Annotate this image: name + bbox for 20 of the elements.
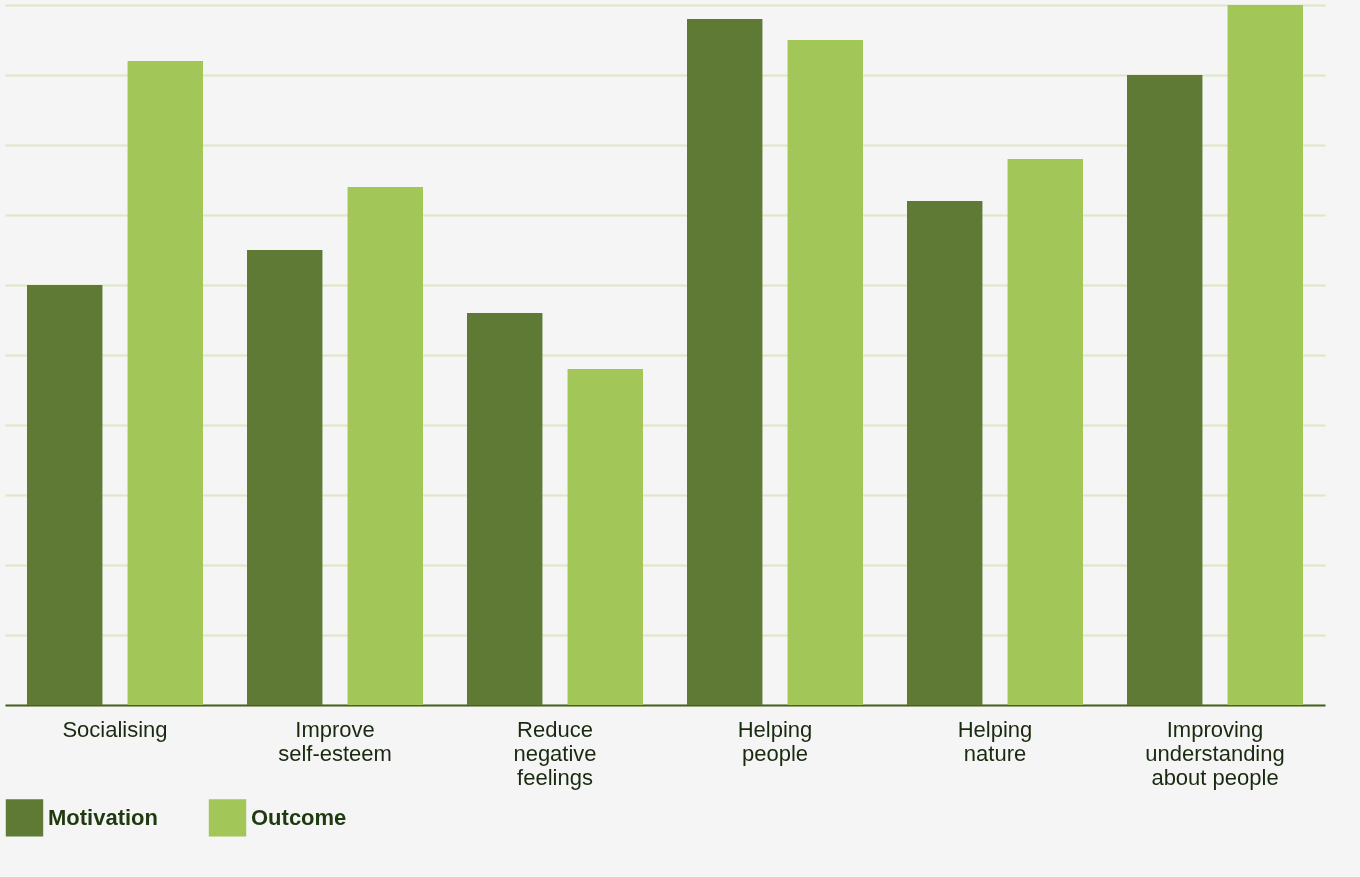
- bar: [907, 201, 983, 705]
- legend-label: Outcome: [251, 804, 347, 830]
- bar: [1227, 5, 1303, 705]
- bar: [687, 19, 763, 705]
- bar: [787, 40, 863, 705]
- x-tick-label: Improving understanding about people: [1145, 716, 1285, 790]
- x-tick-label: Helping people: [737, 716, 813, 766]
- bar: [127, 61, 203, 705]
- x-tick-label: Reduce negative feelings: [513, 716, 597, 790]
- x-tick-label: Improve self-esteem: [278, 716, 392, 766]
- x-tick-label: Socialising: [62, 716, 168, 742]
- bar: [1007, 159, 1083, 705]
- bar: [567, 369, 643, 705]
- legend-label: Motivation: [48, 804, 158, 830]
- bar: [247, 250, 323, 705]
- bar: [1127, 75, 1203, 705]
- bar: [467, 313, 543, 705]
- bar: [27, 285, 103, 705]
- x-tick-label: Helping nature: [957, 716, 1033, 766]
- bar: [347, 187, 423, 705]
